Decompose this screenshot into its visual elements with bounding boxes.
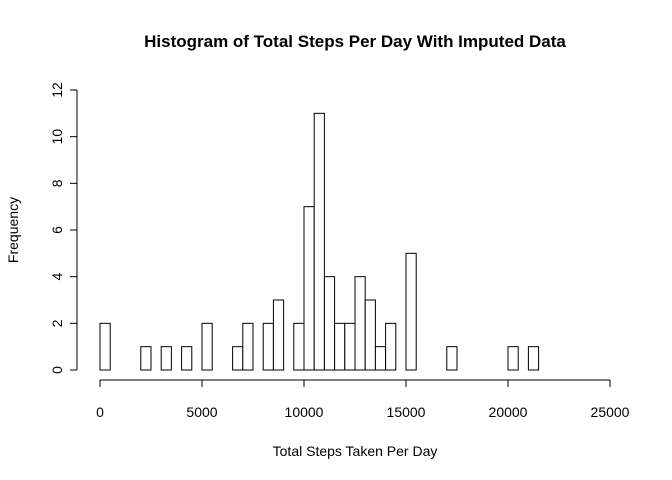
histogram-bar [364,299,376,371]
histogram-bar [507,346,519,371]
x-tick-label: 15000 [387,404,426,420]
histogram-bar [303,206,315,371]
histogram-bar [354,276,366,371]
histogram-bar [181,346,193,371]
histogram-bar [160,346,172,371]
histogram-bar [374,346,387,371]
histogram-bar [201,322,213,371]
x-axis-label: Total Steps Taken Per Day [273,443,438,459]
histogram-bar [323,276,336,371]
x-tick-label: 0 [96,404,104,420]
histogram-bar [293,322,305,371]
histogram-bar [99,322,111,371]
x-tick-label: 10000 [285,404,324,420]
histogram-bar [405,252,417,371]
histogram-bar [262,322,274,371]
histogram-bar [344,322,356,371]
histogram-bar [385,322,397,371]
x-tick-label: 5000 [186,404,217,420]
x-axis: 0 5000 10000 15000 20000 25000 [96,379,630,420]
y-tick-label: 8 [49,179,65,187]
x-tick-label: 25000 [591,404,630,420]
y-tick-label: 4 [49,273,65,281]
histogram-bar [272,299,285,371]
y-tick-label: 10 [49,129,65,145]
histogram-bar [527,346,540,371]
histogram-bar [140,346,152,371]
histogram-bar [242,322,254,371]
histogram-bar [313,112,325,371]
y-tick-label: 2 [49,319,65,327]
y-axis-label: Frequency [5,197,21,263]
y-tick-label: 6 [49,226,65,234]
histogram-bar [446,346,458,371]
histogram-bar [232,346,244,371]
y-tick-label: 0 [49,366,65,374]
histogram-bar [334,322,346,371]
y-axis: 0 2 4 6 8 10 12 [49,82,78,374]
bars-group [99,112,540,371]
chart-title: Histogram of Total Steps Per Day With Im… [144,32,566,51]
x-tick-label: 20000 [489,404,528,420]
y-tick-label: 12 [49,82,65,98]
